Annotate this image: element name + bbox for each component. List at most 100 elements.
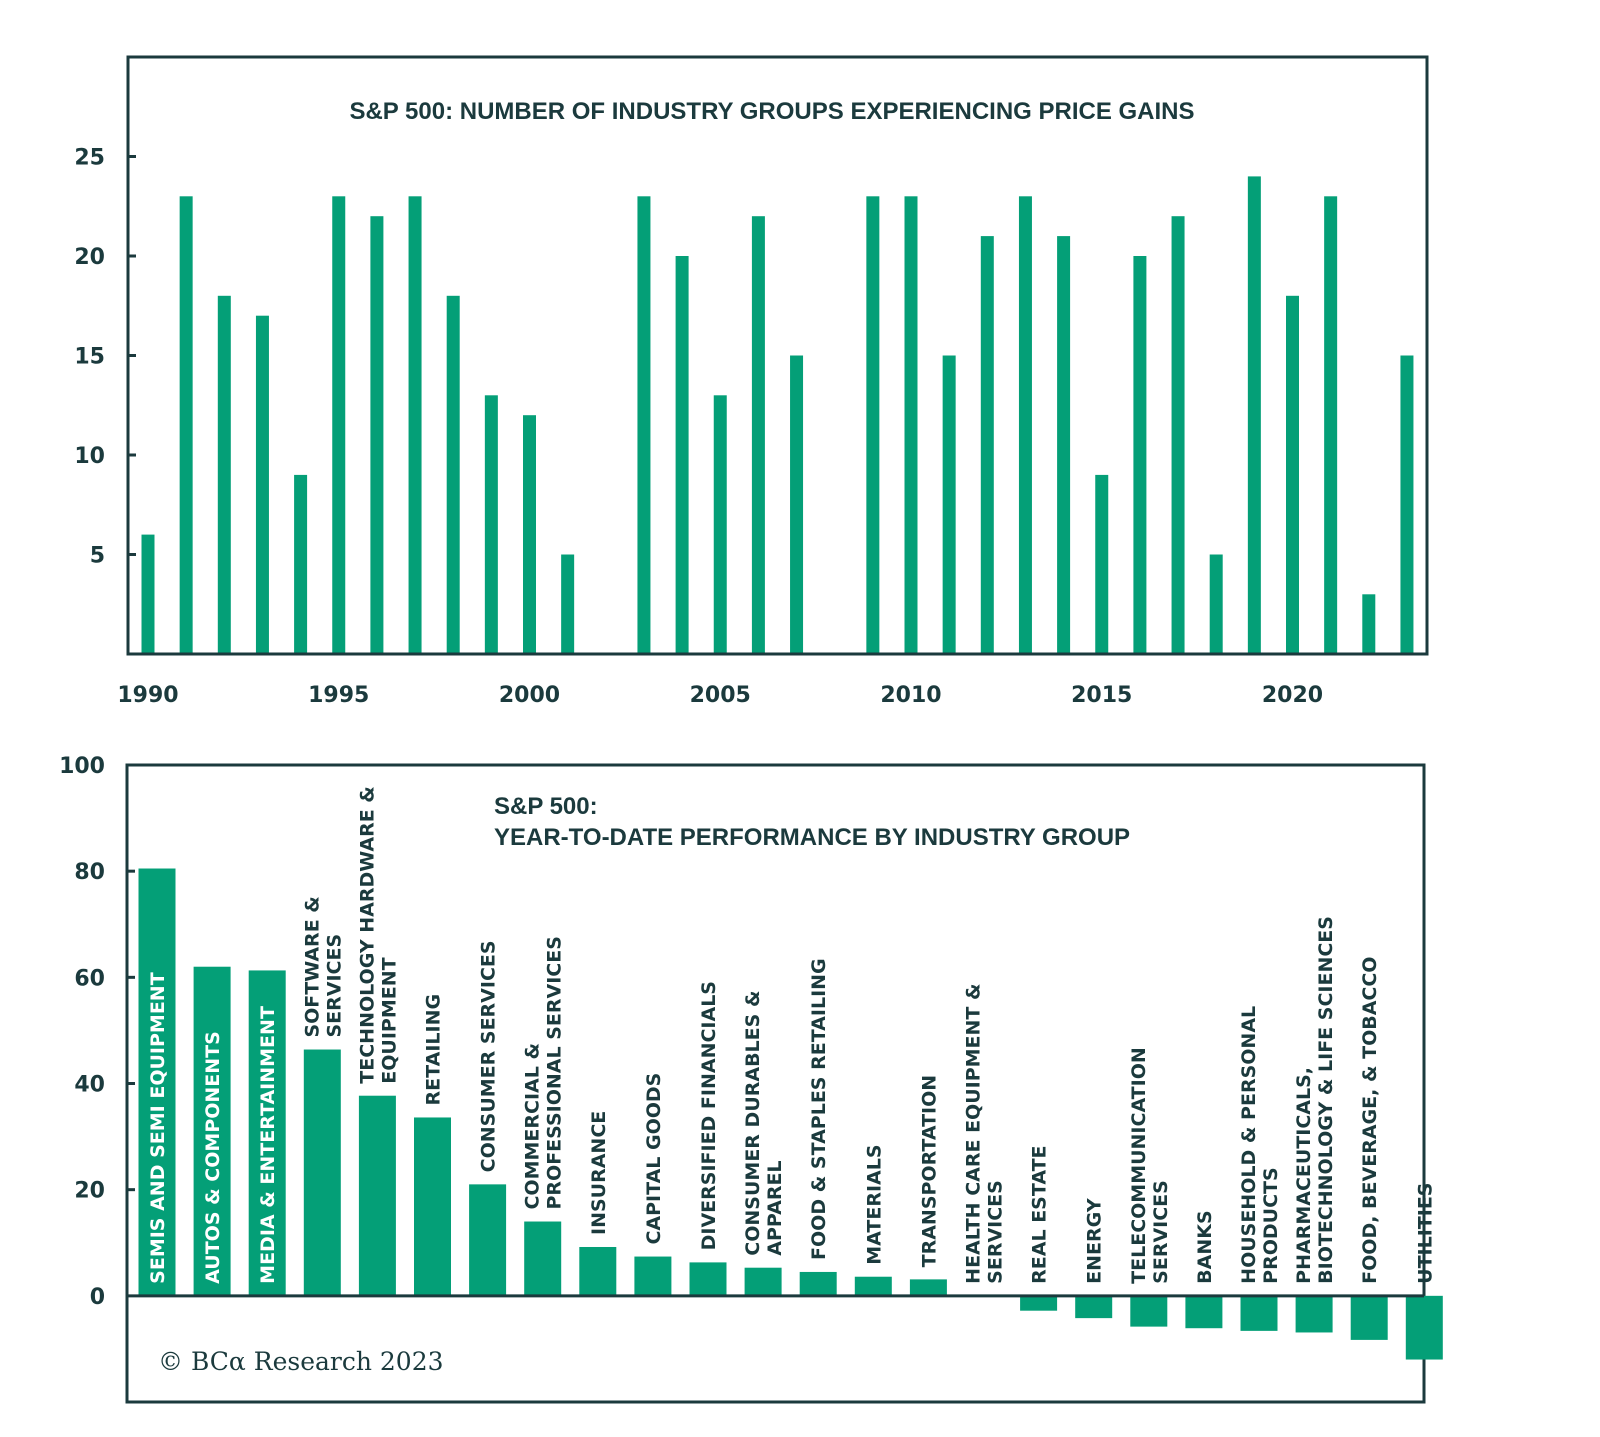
- bar-2021: [1324, 196, 1338, 653]
- bottom-chart-subtitle: YEAR-TO-DATE PERFORMANCE BY INDUSTRY GRO…: [494, 824, 1130, 851]
- category-label: MATERIALS: [863, 1144, 885, 1264]
- category-label: PROFESSIONAL SERVICES: [544, 936, 566, 1209]
- bar-1999: [484, 395, 498, 653]
- category-label: TECHNOLOGY HARDWARE &: [356, 786, 378, 1084]
- category-label: TRANSPORTATION: [918, 1075, 940, 1268]
- bar-2001: [561, 554, 575, 653]
- bar-2017: [1171, 216, 1185, 653]
- bar-2012: [980, 236, 994, 653]
- bar-1996: [370, 216, 384, 653]
- category-label: DIVERSIFIED FINANCIALS: [698, 981, 720, 1250]
- category-label: SEMIS AND SEMI EQUIPMENT: [147, 972, 169, 1284]
- bar-telecommunication-services: [1130, 1295, 1168, 1327]
- bottom-chart: S&P 500: YEAR-TO-DATE PERFORMANCE BY IND…: [59, 754, 1443, 1404]
- category-label: CAPITAL GOODS: [643, 1073, 665, 1245]
- category-label: BIOTECHNOLOGY & LIFE SCIENCES: [1315, 916, 1337, 1284]
- bar-diversified-financials: [689, 1262, 727, 1296]
- top-chart: S&P 500: NUMBER OF INDUSTRY GROUPS EXPER…: [74, 55, 1429, 708]
- bar-2006: [751, 216, 765, 653]
- bar-semis-and-semi-equipment: [138, 868, 176, 1296]
- category-label: INSURANCE: [588, 1111, 610, 1235]
- bar-materials: [854, 1276, 892, 1296]
- y-tick-label: 80: [74, 860, 105, 885]
- x-tick-label: 1990: [117, 683, 178, 708]
- bar-2000: [523, 415, 536, 653]
- bar-technology-hardware-equipment: [358, 1095, 396, 1296]
- bar-household-personal-products: [1240, 1295, 1278, 1331]
- bar-consumer-durables-apparel: [744, 1267, 782, 1296]
- category-label: HEALTH CARE EQUIPMENT &: [963, 983, 985, 1283]
- y-tick-label: 5: [90, 544, 105, 569]
- bottom-chart-title: S&P 500:: [494, 793, 598, 820]
- category-label: SERVICES: [323, 934, 345, 1038]
- bar-commercial-professional-services: [524, 1221, 562, 1296]
- category-label: SERVICES: [985, 1180, 1007, 1284]
- x-tick-label: 2000: [499, 683, 560, 708]
- bar-1998: [446, 295, 460, 653]
- bar-2013: [1018, 196, 1032, 653]
- bar-2014: [1057, 236, 1071, 653]
- bar-2022: [1362, 594, 1376, 653]
- bar-energy: [1075, 1295, 1113, 1319]
- x-tick-label: 2015: [1071, 683, 1132, 708]
- bar-2009: [866, 196, 880, 653]
- bar-2023: [1400, 355, 1414, 653]
- category-label: ENERGY: [1084, 1198, 1106, 1284]
- x-tick-label: 2010: [880, 683, 941, 708]
- category-label: UTILITIES: [1414, 1183, 1436, 1284]
- category-label: REAL ESTATE: [1029, 1145, 1051, 1283]
- y-tick-label: 100: [59, 754, 105, 779]
- bar-retailing: [414, 1117, 451, 1296]
- y-tick-label: 40: [74, 1073, 105, 1098]
- top-chart-frame: [126, 55, 1429, 656]
- bar-banks: [1185, 1295, 1223, 1329]
- y-tick-label: 20: [74, 245, 105, 270]
- category-label: SERVICES: [1150, 1180, 1172, 1284]
- y-tick-label: 15: [74, 345, 105, 370]
- bar-1994: [294, 474, 308, 653]
- bar-2004: [675, 256, 689, 653]
- bar-2016: [1133, 256, 1147, 653]
- category-label: COMMERCIAL &: [522, 1043, 544, 1210]
- category-label: CONSUMER SERVICES: [478, 940, 500, 1172]
- bar-2003: [637, 196, 651, 653]
- bar-2015: [1095, 474, 1109, 653]
- y-tick-label: 60: [74, 966, 105, 991]
- bar-capital-goods: [634, 1256, 672, 1296]
- y-tick-label: 25: [74, 146, 105, 171]
- category-label: CONSUMER DURABLES &: [742, 990, 764, 1255]
- x-tick-label: 2005: [690, 683, 751, 708]
- category-label: FOOD & STAPLES RETAILING: [808, 958, 830, 1260]
- category-label: AUTOS & COMPONENTS: [202, 1031, 224, 1284]
- category-label: RETAILING: [423, 994, 445, 1106]
- category-label: TELECOMMUNICATION: [1128, 1047, 1150, 1284]
- bar-autos-components: [193, 966, 231, 1296]
- category-label: BANKS: [1194, 1210, 1216, 1284]
- bar-2018: [1209, 554, 1223, 653]
- top-chart-bars: [141, 176, 1414, 653]
- bar-2011: [942, 355, 956, 653]
- bar-food-beverage-tobacco: [1350, 1295, 1388, 1340]
- y-tick-label: 20: [74, 1179, 105, 1204]
- x-tick-label: 2020: [1262, 683, 1323, 708]
- copyright-text: © BCα Research 2023: [158, 1347, 444, 1376]
- bar-media-entertainment: [248, 970, 286, 1296]
- category-label: APPAREL: [764, 1160, 786, 1255]
- bar-consumer-services: [469, 1184, 507, 1296]
- bar-1991: [179, 196, 193, 653]
- top-chart-x-axis: 1990 1995 2000 2005 2010 2015 2020: [117, 683, 1323, 708]
- bar-insurance: [579, 1246, 617, 1296]
- category-label: HOUSEHOLD & PERSONAL: [1238, 1006, 1260, 1284]
- bar-2019: [1247, 176, 1261, 653]
- y-tick-label: 10: [74, 444, 105, 469]
- x-tick-label: 1995: [308, 683, 369, 708]
- bar-1997: [408, 196, 422, 653]
- category-label: MEDIA & ENTERTAINMENT: [257, 1006, 279, 1284]
- bar-transportation: [909, 1279, 947, 1296]
- bar-1993: [255, 315, 269, 653]
- bar-food-staples-retailing: [799, 1271, 837, 1296]
- bar-1992: [217, 295, 231, 653]
- y-tick-label: 0: [90, 1285, 105, 1310]
- bottom-chart-bars: [138, 868, 1443, 1360]
